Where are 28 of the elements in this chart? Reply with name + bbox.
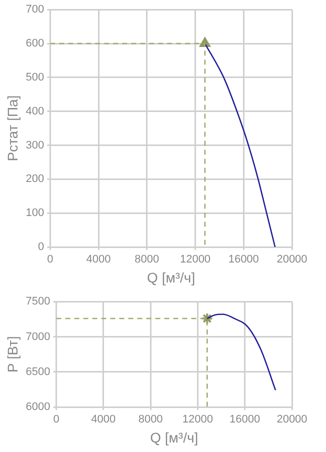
y-tick-label: 100 — [26, 207, 44, 220]
y-axis-title: Р [Вт] — [4, 336, 20, 372]
x-tick-label: 0 — [53, 414, 60, 426]
y-tick-label: 6500 — [26, 366, 50, 378]
y-tick-label: 400 — [26, 105, 44, 118]
y-tick-label: 300 — [26, 139, 44, 152]
x-tick-label: 12000 — [180, 254, 211, 266]
y-tick-label: 6000 — [26, 401, 50, 414]
x-axis-title: Q [м³/ч] — [150, 429, 198, 446]
x-tick-label: 8000 — [134, 254, 160, 266]
y-tick-label: 0 — [38, 241, 44, 254]
line-series — [206, 314, 276, 391]
x-tick-label: 4000 — [91, 414, 116, 426]
y-tick-label: 500 — [26, 71, 44, 84]
x-tick-label: 8000 — [138, 414, 163, 426]
y-tick-label: 200 — [26, 173, 44, 186]
x-tick-label: 4000 — [86, 254, 111, 266]
x-tick-label: 20000 — [276, 254, 308, 266]
x-tick-label: 12000 — [182, 414, 214, 426]
x-tick-label: 20000 — [276, 414, 308, 426]
y-tick-label: 7000 — [26, 330, 50, 343]
x-tick-label: 16000 — [230, 414, 260, 426]
x-axis-title: Q [м³/ч] — [147, 269, 196, 286]
y-tick-label: 600 — [26, 38, 44, 50]
x-tick-label: 16000 — [228, 254, 259, 266]
y-tick-label: 700 — [26, 4, 44, 16]
y-tick-label: 7500 — [26, 296, 50, 308]
y-axis-title: Рстат [Па] — [4, 95, 20, 162]
